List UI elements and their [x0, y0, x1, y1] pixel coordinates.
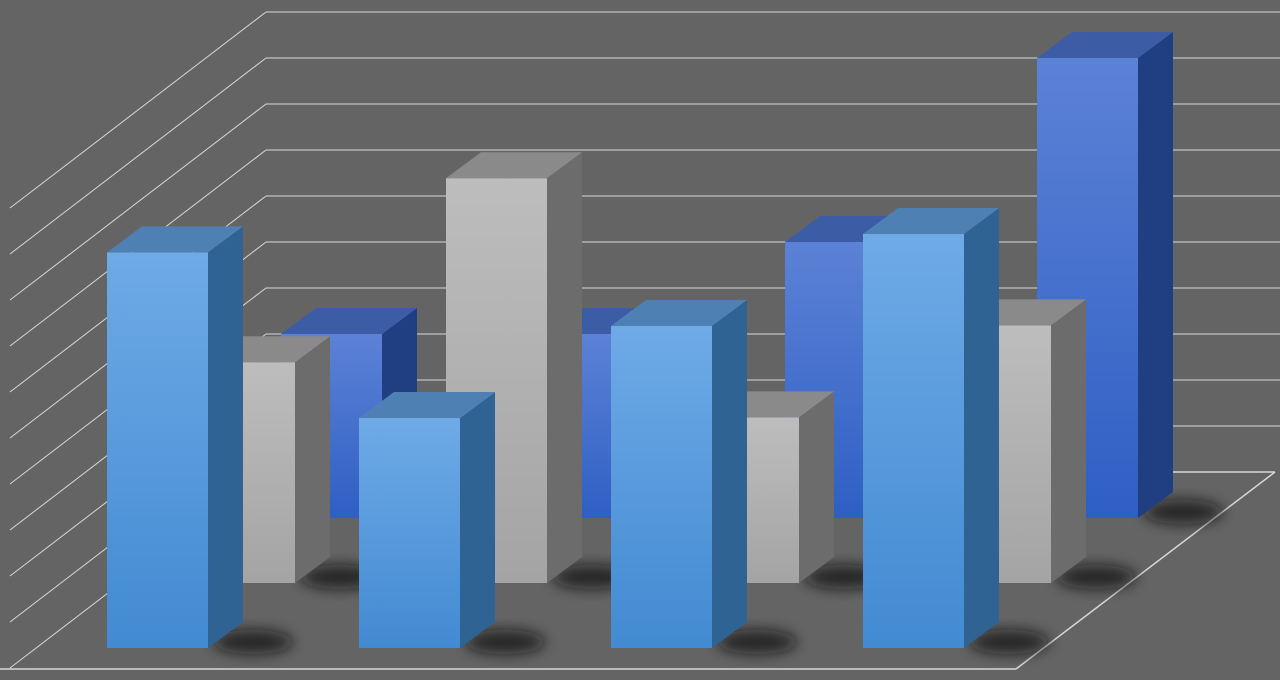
bar-front — [359, 418, 460, 648]
bar-side — [799, 391, 834, 583]
gridline-side — [9, 57, 267, 255]
bar-front — [863, 234, 964, 648]
bar-shadow — [1056, 565, 1136, 589]
bar-top — [281, 308, 417, 334]
bar-shadow — [1143, 500, 1223, 524]
bars — [107, 32, 1223, 654]
bar-top — [107, 226, 243, 253]
bar — [863, 208, 1049, 654]
bar-side — [208, 226, 243, 648]
gridline-side — [9, 11, 267, 209]
bar-front — [107, 252, 208, 648]
bar-top — [1037, 32, 1173, 58]
bar-side — [460, 392, 495, 648]
bar-shadow — [969, 630, 1049, 654]
bar — [611, 300, 797, 654]
bar — [359, 392, 545, 654]
bar-side — [712, 300, 747, 648]
bar-side — [964, 208, 999, 648]
bar-top — [446, 152, 582, 179]
bar-top — [611, 300, 747, 326]
bar-shadow — [717, 630, 797, 654]
bar-front — [611, 326, 712, 648]
bar-top — [359, 392, 495, 418]
bar-side — [1138, 32, 1173, 518]
bar-shadow — [465, 630, 545, 654]
gridline-side — [9, 103, 267, 301]
bar — [107, 226, 293, 654]
bar-side — [547, 152, 582, 583]
bar-top — [863, 208, 999, 234]
floor-right-edge — [1015, 471, 1276, 670]
bar-side — [1051, 299, 1086, 583]
bar-shadow — [213, 630, 293, 654]
bar-side — [295, 336, 330, 583]
